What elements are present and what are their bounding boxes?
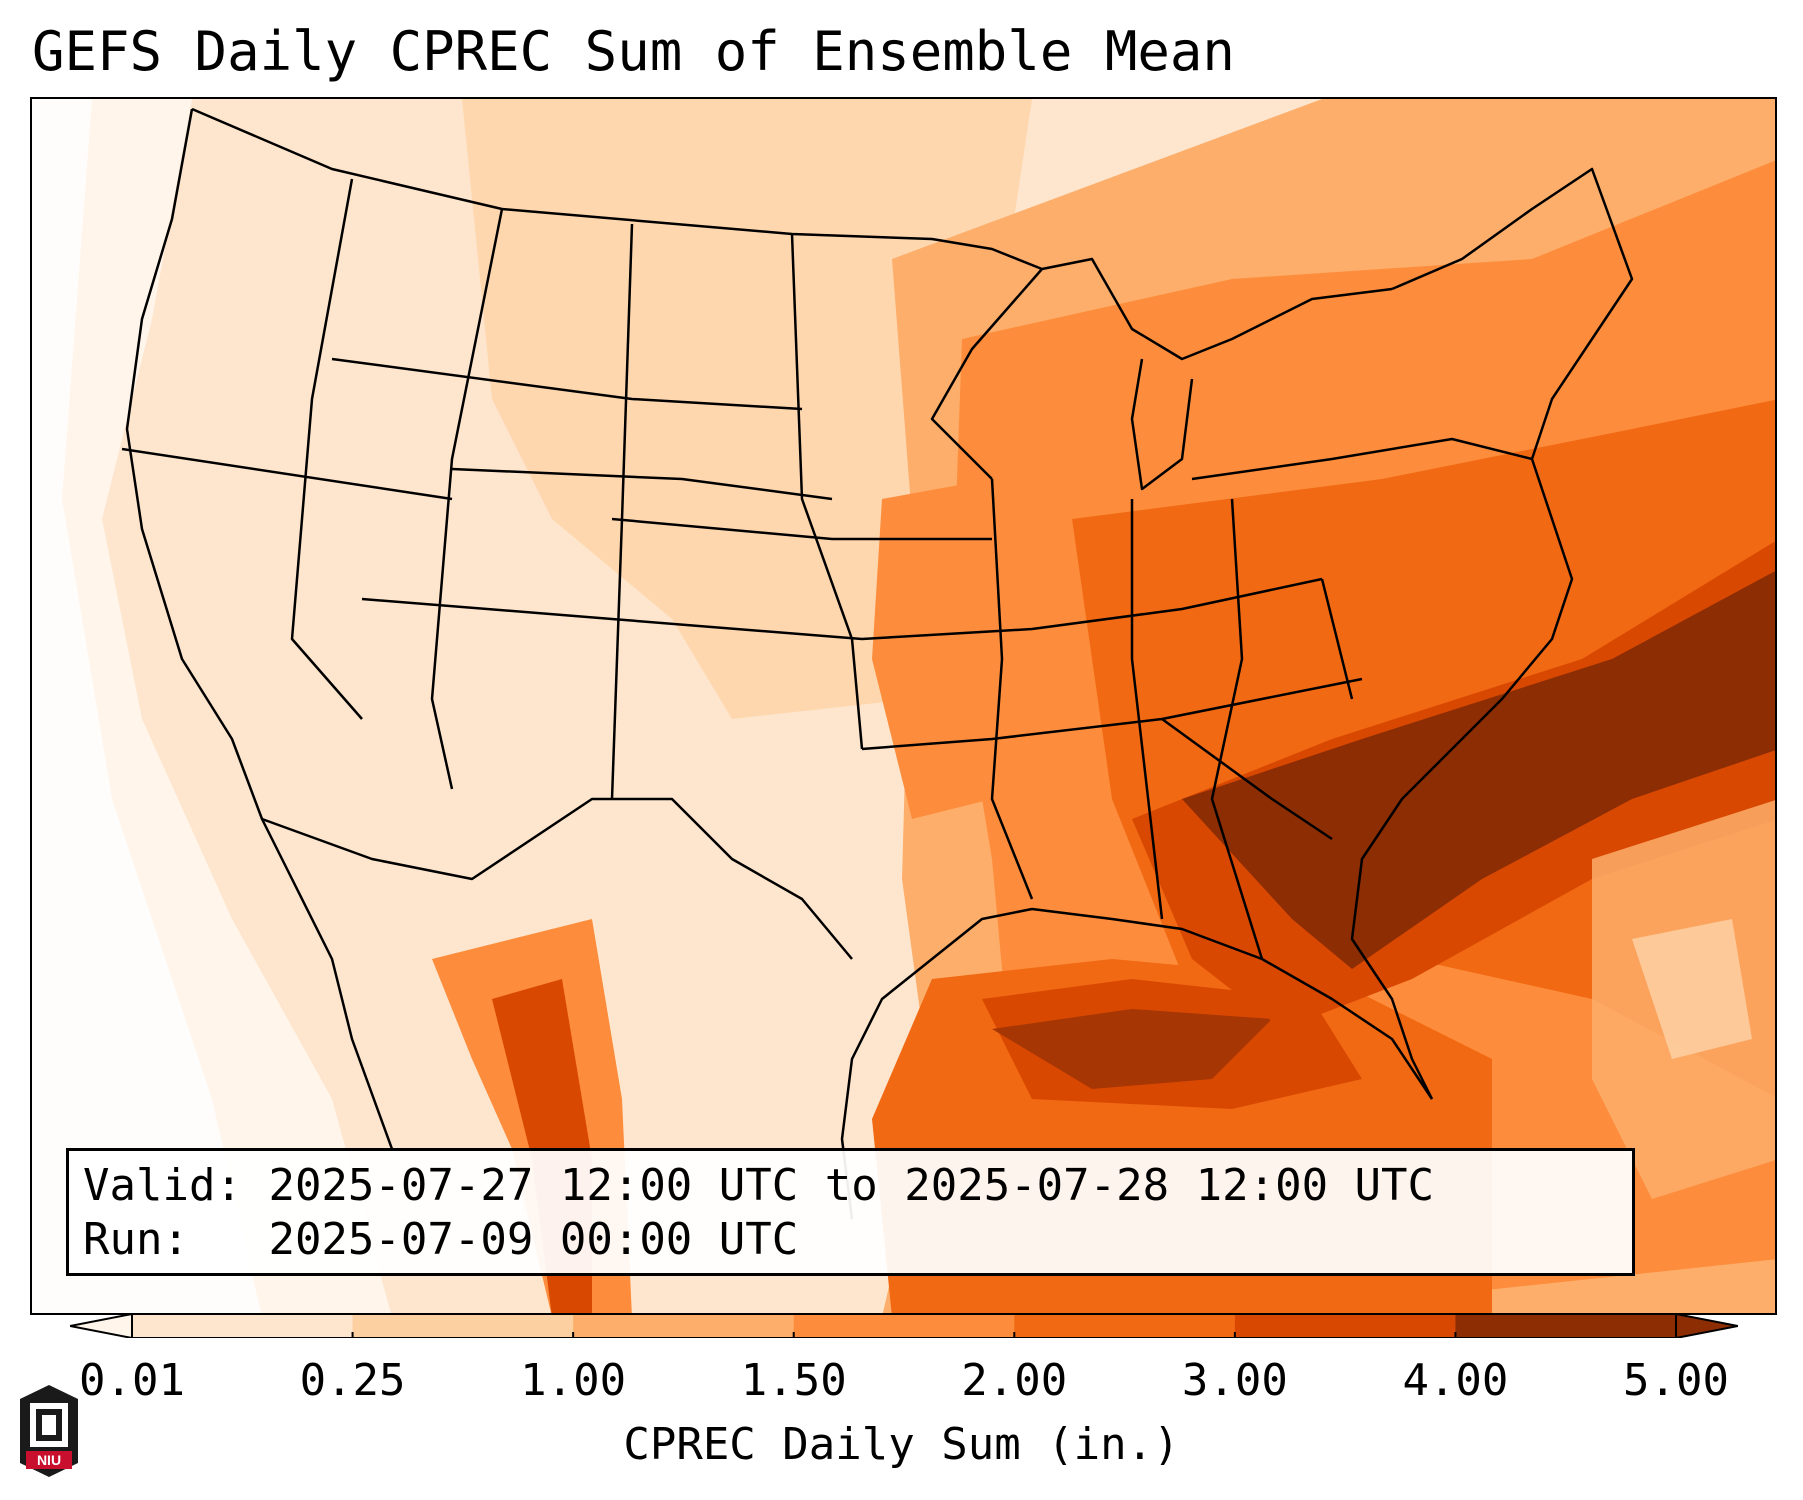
colorbar-segment — [352, 1314, 574, 1338]
map-title: GEFS Daily CPREC Sum of Ensemble Mean — [32, 20, 1235, 83]
colorbar-tick-label: 3.00 — [1181, 1355, 1288, 1406]
validity-info-box: Valid: 2025-07-27 12:00 UTC to 2025-07-2… — [66, 1148, 1635, 1276]
colorbar-segment — [132, 1314, 354, 1338]
colorbar-max-extend — [1675, 1314, 1738, 1338]
colorbar-tick-label: 1.00 — [520, 1355, 627, 1406]
colorbar-segment — [1234, 1314, 1456, 1338]
colorbar-segment — [1014, 1314, 1236, 1338]
colorbar-tick-label: 5.00 — [1623, 1355, 1729, 1406]
colorbar-min-extend — [70, 1314, 133, 1338]
valid-label: Valid: — [83, 1160, 242, 1211]
valid-value: 2025-07-27 12:00 UTC to 2025-07-28 12:00… — [268, 1160, 1435, 1211]
run-value: 2025-07-09 00:00 UTC — [268, 1214, 799, 1265]
colorbar-tick-label: 0.01 — [79, 1355, 185, 1406]
colorbar-tick-label: 4.00 — [1402, 1355, 1509, 1406]
run-label: Run: — [83, 1214, 189, 1265]
colorbar-segment — [1455, 1314, 1677, 1338]
colorbar-title: CPREC Daily Sum (in.) — [623, 1419, 1180, 1470]
precip-field — [32, 99, 1775, 1313]
niu-logo-icon: NIU — [20, 1385, 78, 1477]
colorbar-tick-label: 0.25 — [299, 1355, 406, 1406]
colorbar-tick-label: 1.50 — [740, 1355, 847, 1406]
colorbar — [70, 1314, 1738, 1338]
precip-map — [30, 97, 1777, 1315]
colorbar-segment — [573, 1314, 795, 1338]
colorbar-segment — [793, 1314, 1015, 1338]
niu-logo-text: NIU — [37, 1452, 61, 1468]
colorbar-tick-label: 2.00 — [961, 1355, 1068, 1406]
